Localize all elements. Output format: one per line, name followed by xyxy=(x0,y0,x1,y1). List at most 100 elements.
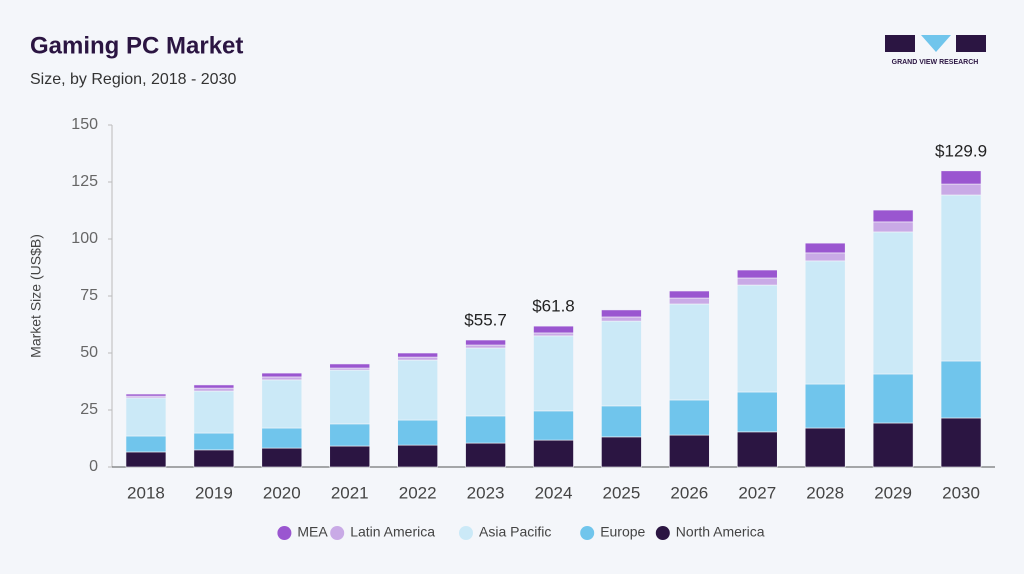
bar-segment xyxy=(397,444,438,468)
bar-segment xyxy=(125,397,167,437)
bar-segment xyxy=(329,367,371,371)
y-tick-label: 50 xyxy=(80,344,98,361)
bar-segment xyxy=(193,449,235,468)
x-tick-label: 2022 xyxy=(399,483,437,502)
y-tick-label: 75 xyxy=(80,287,98,304)
legend-label: Asia Pacific xyxy=(479,524,551,540)
x-tick-label: 2028 xyxy=(806,483,844,502)
x-tick-label: 2025 xyxy=(603,483,641,502)
bar-segment xyxy=(193,387,235,392)
bar-segment xyxy=(193,432,235,451)
bar-segment xyxy=(261,379,303,429)
y-tick-label: 100 xyxy=(71,230,98,247)
bar-segment xyxy=(669,399,710,436)
legend-swatch xyxy=(277,526,292,540)
bar-segment xyxy=(804,427,846,468)
bar-segment xyxy=(804,242,846,254)
y-tick-label: 125 xyxy=(71,173,98,190)
bar-segment xyxy=(872,221,914,233)
bar-segment xyxy=(465,415,506,444)
bar-segment xyxy=(329,363,371,369)
bar-segment xyxy=(872,209,914,223)
y-axis-label: Market Size (US$B) xyxy=(28,234,44,358)
bar-segment xyxy=(736,277,778,286)
bar-segment xyxy=(872,422,914,468)
bar-segment xyxy=(872,373,914,424)
bar-segment xyxy=(736,269,778,279)
x-tick-label: 2024 xyxy=(535,483,573,502)
bar-segment xyxy=(940,417,982,468)
bar-segment xyxy=(125,435,167,453)
total-label: $55.7 xyxy=(464,310,507,329)
bar-segment xyxy=(601,320,642,407)
bar-segment xyxy=(940,360,982,419)
bar-segment xyxy=(736,284,778,393)
bar-segment xyxy=(329,423,371,447)
bar-segment xyxy=(669,290,710,299)
chart-subtitle: Size, by Region, 2018 - 2030 xyxy=(30,71,236,88)
y-tick-label: 25 xyxy=(80,401,98,418)
y-tick-label: 0 xyxy=(89,458,98,475)
legend-swatch xyxy=(655,526,670,540)
bar-segment xyxy=(804,260,846,385)
bar-segment xyxy=(125,393,167,397)
bar-segment xyxy=(533,325,574,334)
legend-label: MEA xyxy=(297,524,328,540)
bar-segment xyxy=(465,339,506,346)
bar-segment xyxy=(261,427,303,449)
logo-shape xyxy=(921,35,951,52)
legend-label: Latin America xyxy=(350,524,435,540)
bar-segment xyxy=(329,369,371,425)
bar-segment xyxy=(533,335,574,412)
bar-segment xyxy=(804,383,846,429)
legend-label: Europe xyxy=(600,524,645,540)
bar-segment xyxy=(193,390,235,434)
bar-segment xyxy=(601,436,642,468)
y-tick-label: 150 xyxy=(71,116,98,133)
bar-segment xyxy=(261,376,303,381)
x-tick-label: 2018 xyxy=(127,483,165,502)
bar-segment xyxy=(193,384,235,389)
bar-segment xyxy=(261,447,303,468)
logo-text: GRAND VIEW RESEARCH xyxy=(892,59,979,66)
bar-segment xyxy=(669,434,710,468)
bar-segment xyxy=(736,391,778,433)
bar-segment xyxy=(940,194,982,362)
legend-label: North America xyxy=(676,524,765,540)
bar-segment xyxy=(397,419,438,446)
logo-shape xyxy=(885,35,915,52)
bar-segment xyxy=(397,356,438,361)
bar-segment xyxy=(669,297,710,305)
x-tick-label: 2030 xyxy=(942,483,980,502)
bar-segment xyxy=(601,309,642,318)
bar-segment xyxy=(669,303,710,401)
bar-segment xyxy=(397,359,438,421)
total-label: $129.9 xyxy=(935,141,987,160)
logo: GRAND VIEW RESEARCH xyxy=(885,35,986,66)
x-tick-label: 2029 xyxy=(874,483,912,502)
x-tick-label: 2019 xyxy=(195,483,233,502)
x-tick-label: 2027 xyxy=(738,483,776,502)
bar-segment xyxy=(533,439,574,468)
bar-segment xyxy=(601,405,642,438)
total-label: $61.8 xyxy=(532,297,575,316)
bar-segment xyxy=(261,372,303,378)
bar-segment xyxy=(940,170,982,185)
chart-title: Gaming PC Market xyxy=(30,32,243,59)
bar-segment xyxy=(872,231,914,375)
legend-swatch xyxy=(459,526,473,540)
bar-segment xyxy=(601,316,642,322)
bar-segment xyxy=(533,410,574,441)
bar-segment xyxy=(329,445,371,468)
bar-segment xyxy=(465,347,506,417)
x-tick-label: 2023 xyxy=(467,483,505,502)
legend-swatch xyxy=(330,526,345,540)
legend-swatch xyxy=(580,526,595,540)
bar-segment xyxy=(736,431,778,468)
bar-segment xyxy=(533,332,574,337)
bar-segment xyxy=(940,183,982,196)
x-tick-label: 2020 xyxy=(263,483,301,502)
logo-shape xyxy=(956,35,986,52)
